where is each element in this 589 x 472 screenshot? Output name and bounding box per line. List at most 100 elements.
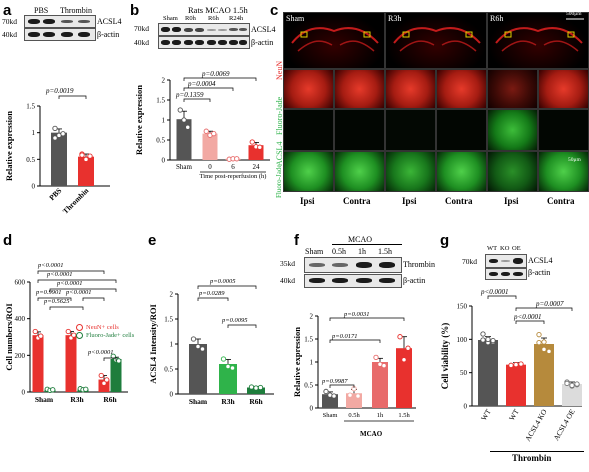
panel-g-header-oe: OE [512,245,521,252]
micrograph-r3h-neun-contra [436,69,487,109]
micrograph-sham-neun-contra [334,69,385,109]
panel-f-chart: 0 0.5 1 1.5 2 Relative expression Sham 0.5h 1h 1.… [292,313,416,422]
y-tick-label: 0.5 [26,156,35,164]
y-tick-label: 0.5 [156,137,165,145]
panel-c-col-r3h: R3h [388,14,402,23]
data-point [177,107,183,113]
data-point [65,328,71,335]
significance-bracket [37,279,117,283]
panel-b-lane-sham: Sham [163,15,178,22]
bar [110,359,122,392]
significance-bracket [82,297,105,301]
panel-b-protein-acsl4: ACSL4 [251,25,276,34]
panel-a-pvalue: p=0.0019 [46,87,74,95]
micrograph-sham-fj-ipsi [283,109,334,151]
data-point [546,348,552,354]
significance-bracket [329,339,381,343]
panel-f-protein-thrombin: Thrombin [403,260,435,269]
panel-e-letter: e [148,232,157,249]
panel-g-xgroup-line [490,451,584,452]
data-point [83,386,89,392]
y-tick-label: 0.5 [164,366,173,374]
micrograph-r6h-overview [487,12,589,69]
x-tick-label: ACSL4 KO [523,407,549,443]
significance-bracket [183,77,257,81]
panel-f-pvalue-2: p=0.0171 [332,333,358,340]
data-point [541,346,547,352]
panel-g-letter: g [440,232,450,249]
data-point [225,363,231,370]
data-point [38,333,44,339]
panel-a-letter: a [3,2,12,19]
panel-b-lane-r24h: R24h [229,15,244,22]
panel-f-letter: f [294,232,299,249]
panel-b-mw-40: 40kd [134,38,149,47]
data-point [32,328,38,335]
y-tick-label: 0 [170,391,174,399]
panel-a-mw-70: 70kd [2,17,17,26]
data-point [257,144,263,150]
micrograph-r3h-acsl4-contra [436,151,487,192]
panel-g-xgroup: Thrombin [512,453,552,463]
data-point [480,331,486,337]
data-point [401,357,407,363]
panel-g-protein-acsl4: ACSL4 [528,256,553,265]
data-point [50,387,56,393]
y-tick-label: 1.5 [156,97,165,105]
x-tick-label: 1h [377,412,384,419]
y-tick-label: 0 [22,389,26,397]
panel-b-mw-70: 70kd [134,24,149,33]
y-tick-label: 1 [170,341,174,349]
x-tick-label: R6h [249,397,263,406]
y-tick-label: 400 [15,315,26,323]
panel-c-row-fj2: Fluoro-Jade [275,164,283,198]
panel-g-blot-actin [485,268,527,280]
data-point [513,362,519,368]
panel-f-lane-sham: Sham [305,247,324,256]
data-point [405,345,411,351]
data-point [110,353,116,359]
data-point [541,339,547,345]
micrograph-r3h-overview [385,12,487,69]
micrograph-sham-acsl4-ipsi [283,151,334,192]
panel-b-blot-acsl4 [158,23,250,36]
significance-bracket [183,98,211,102]
panel-c-col-r6h: R6h [490,14,504,23]
panel-c-bottom-ipsi-2: Ipsi [402,196,417,206]
significance-bracket [183,87,234,91]
significance-bracket [515,307,573,311]
y-axis-label: Relative expression [292,327,302,397]
panel-f-blot-thrombin [304,257,402,273]
panel-f-mw-40: 40kd [280,276,295,285]
panel-b-pvalue-2: p=0.0004 [188,80,216,88]
micrograph-sham-acsl4-contra [334,151,385,192]
legend-circle-icon [76,332,83,339]
panel-a-header-pbs: PBS [34,6,49,15]
panel-c-row-acsl4: ACSL4 [275,141,284,166]
panel-c-scale-bottom: 50μm [568,157,581,163]
panel-a-mw-40: 40kd [2,30,17,39]
panel-c-bottom-ipsi-1: Ipsi [300,196,315,206]
micrograph-r6h-fj-contra [538,109,589,151]
data-point [485,336,491,342]
y-tick-label: 0 [310,405,314,413]
bar [372,362,388,408]
significance-bracket [329,384,355,388]
y-axis-label: Cell numbers/ROI [4,303,14,371]
x-tick-label: Sham [323,412,338,419]
panel-f-pvalue-1: p=0.0031 [344,311,370,318]
panel-b-pvalue-3: p=0.1359 [176,91,204,99]
x-tick-label: Sham [35,395,54,404]
data-point [574,381,580,387]
panel-b-protein-actin: β-actin [251,38,274,47]
micrograph-r6h-acsl4-ipsi [487,151,538,192]
panel-f-blot-actin [304,274,402,288]
x-tick-label: R6h [103,395,117,404]
data-point [60,131,66,137]
x-tick-label: WT [479,407,493,422]
data-point [190,336,197,342]
micrograph-sham-fj-contra [334,109,385,151]
data-point [229,365,236,371]
y-tick-label: 50 [460,369,468,377]
